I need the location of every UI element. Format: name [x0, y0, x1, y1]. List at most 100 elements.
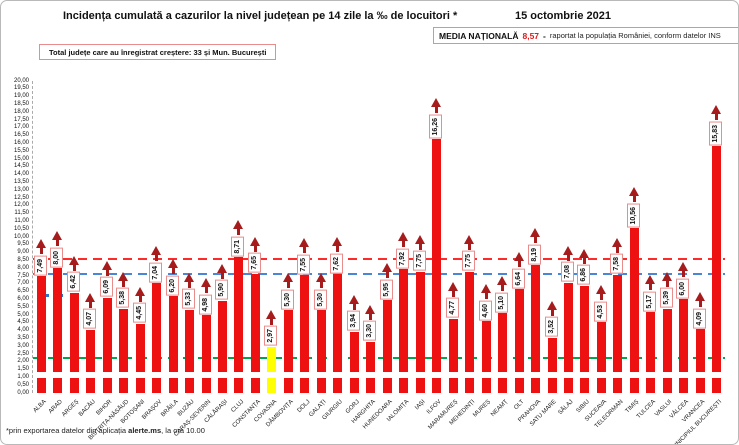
bar — [135, 323, 145, 393]
bar-value-label: 4,09 — [692, 308, 706, 329]
footnote-prefix: *prin exportarea datelor din aplicația — [6, 426, 129, 435]
bar-value-label: 7,55 — [297, 254, 311, 275]
category-label: IAȘI — [414, 399, 427, 412]
national-average-note: raportat la populația României, conform … — [549, 31, 721, 40]
up-arrow-icon — [332, 237, 343, 253]
bar-value-label: 8,71 — [231, 236, 245, 257]
report-date: 15 octombrie 2021 — [515, 10, 611, 22]
bar-value-label: 7,92 — [396, 248, 410, 269]
bar — [267, 346, 277, 393]
bar-value-label: 2,97 — [264, 326, 278, 346]
bar-value-label: 5,30 — [280, 289, 294, 310]
category-label: ALBA — [32, 399, 48, 415]
x-axis: ALBA ARAD ARGEȘ BACĂU BIHOR BISTRIȚA-NĂSĂUD BO… — [32, 397, 725, 444]
bar-value-label: 6,86 — [577, 265, 591, 285]
bar-value-label: 7,08 — [560, 261, 574, 282]
bar — [498, 313, 508, 393]
y-tick-label: 10,00 — [13, 233, 29, 240]
y-tick-label: 14,00 — [13, 171, 29, 178]
national-average-label: MEDIA NAȚIONALĂ — [439, 30, 519, 41]
bar — [382, 300, 392, 393]
bar — [712, 146, 722, 393]
bar-value-label: 5,90 — [214, 280, 228, 300]
up-arrow-icon — [35, 239, 47, 255]
y-tick-label: 20,00 — [13, 77, 29, 84]
baseline-stripe — [33, 372, 725, 378]
y-tick-label: 11,00 — [14, 217, 29, 224]
y-tick-label: 11,50 — [14, 210, 29, 217]
bar-value-label: 3,30 — [363, 320, 377, 341]
bar-value-label: 4,98 — [198, 294, 212, 315]
y-tick-label: 2,00 — [17, 358, 29, 365]
category-label: BACĂU — [78, 399, 97, 418]
y-tick-label: 4,00 — [17, 327, 29, 334]
y-tick-label: 16,50 — [13, 132, 29, 139]
y-tick-label: 2,50 — [17, 350, 29, 357]
up-arrow-icon — [595, 285, 607, 301]
category-label: SĂLAJ — [557, 399, 575, 417]
y-tick-label: 16,00 — [13, 139, 29, 146]
bar — [333, 274, 343, 393]
up-arrow-icon — [628, 187, 640, 203]
y-tick-label: 19,00 — [13, 93, 29, 100]
bar — [646, 312, 656, 393]
bar — [217, 300, 227, 393]
bar-value-label: 6,20 — [165, 275, 179, 296]
bar — [465, 272, 475, 393]
up-arrow-icon — [480, 284, 492, 300]
bar — [448, 318, 458, 393]
y-tick-label: 9,00 — [17, 249, 29, 256]
y-axis: 0,00 0,50 1,00 1,50 2,00 2,50 3,00 3,50 4,00 4,50… — [1, 77, 31, 396]
y-tick-label: 10,50 — [13, 225, 29, 232]
footnote: *prin exportarea datelor din aplicația a… — [6, 426, 205, 435]
bar — [629, 228, 639, 393]
y-tick-label: 5,00 — [17, 311, 29, 318]
bar — [695, 329, 705, 393]
bar-value-label: 5,30 — [313, 289, 327, 310]
up-arrow-icon — [167, 259, 179, 275]
y-tick-label: 12,00 — [13, 202, 29, 209]
bar-value-label: 6,42 — [66, 272, 80, 292]
y-tick-label: 0,50 — [17, 381, 29, 388]
bar-value-label: 16,26 — [429, 114, 443, 139]
bar — [481, 321, 491, 393]
plot-area: 7,49 8,00 6,42 4,07 6,09 5,38 4,45 7,04 6,20 5,33… — [33, 81, 725, 393]
bar — [201, 315, 211, 393]
national-average-box: MEDIA NAȚIONALĂ 8,57 - raportat la popul… — [433, 27, 738, 44]
up-arrow-icon — [184, 272, 195, 288]
bar — [547, 338, 557, 393]
y-tick-label: 8,50 — [17, 256, 29, 263]
bar — [399, 269, 409, 393]
y-tick-label: 14,50 — [13, 163, 29, 170]
up-arrow-icon — [200, 278, 212, 294]
up-arrow-icon — [497, 276, 508, 292]
bar-value-label: 6,09 — [99, 277, 113, 297]
y-tick-label: 8,00 — [17, 264, 29, 271]
y-tick-label: 17,50 — [13, 116, 29, 123]
y-tick-label: 7,00 — [17, 280, 29, 287]
bar-value-label: 7,65 — [247, 253, 261, 273]
bar — [283, 310, 293, 393]
bar — [102, 298, 112, 393]
up-arrow-icon — [299, 238, 310, 254]
y-tick-label: 5,50 — [17, 303, 29, 310]
bar-value-label: 4,45 — [132, 302, 146, 323]
bar — [53, 268, 63, 393]
bar — [596, 322, 606, 393]
page-title: Incidența cumulată a cazurilor la nivel … — [63, 10, 458, 22]
y-tick-label: 3,00 — [17, 342, 29, 349]
y-tick-label: 1,00 — [17, 373, 29, 380]
up-arrow-icon — [52, 231, 63, 247]
bar-value-label: 5,38 — [116, 288, 130, 309]
bar — [36, 276, 46, 393]
bar-value-label: 7,04 — [149, 262, 163, 283]
up-arrow-icon — [101, 261, 113, 276]
bar-value-label: 5,39 — [659, 288, 673, 308]
category-label: NEAMȚ — [489, 399, 509, 419]
y-tick-label: 6,50 — [17, 288, 29, 295]
bar — [563, 282, 573, 393]
bar-value-label: 4,07 — [83, 308, 97, 329]
y-tick-label: 18,00 — [13, 108, 29, 115]
bar-value-label: 7,49 — [33, 255, 47, 276]
bar-value-label: 3,94 — [346, 310, 360, 331]
